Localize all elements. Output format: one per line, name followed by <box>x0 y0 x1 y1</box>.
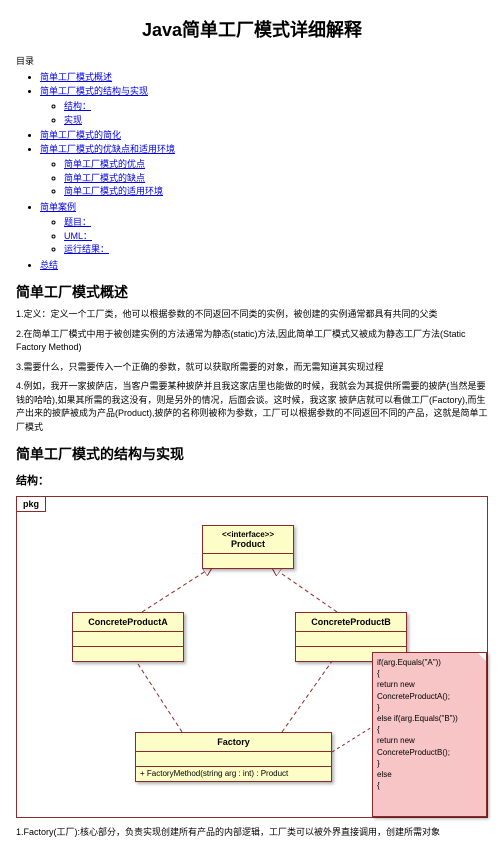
uml-method: + FactoryMethod(string arg : int) : Prod… <box>136 767 331 781</box>
note-line: return new <box>377 679 482 690</box>
uml-note: if(arg.Equals("A")) { return new Concret… <box>372 652 487 817</box>
section-1-title: 简单工厂模式概述 <box>16 282 488 302</box>
note-line: return new <box>377 735 482 746</box>
uml-product: <<interface>> Product <box>202 525 294 569</box>
toc-link[interactable]: 运行结果： <box>64 244 109 254</box>
uml-class-name: Factory <box>136 733 331 752</box>
paragraph: 3.需要什么，只需要传入一个正确的参数，就可以获取所需要的对象，而无需知道其实现… <box>16 361 488 375</box>
paragraph: 2.在简单工厂模式中用于被创建实例的方法通常为静态(static)方法,因此简单… <box>16 328 488 355</box>
section-2-title: 简单工厂模式的结构与实现 <box>16 444 488 464</box>
toc-link[interactable]: 结构： <box>64 101 91 111</box>
paragraph: 4.例如，我开一家披萨店，当客户需要某种披萨并且我这家店里也能做的时候，我就会为… <box>16 380 488 434</box>
note-line: } <box>377 758 482 769</box>
toc-link[interactable]: 实现 <box>64 115 82 125</box>
page-title: Java简单工厂模式详细解释 <box>16 16 488 42</box>
note-line: { <box>377 724 482 735</box>
toc-link[interactable]: 简单工厂模式的优点 <box>64 159 145 169</box>
toc-link[interactable]: 简单案例 <box>40 202 76 212</box>
uml-diagram: pkg <<interface>> Product ConcreteProdu <box>16 496 488 818</box>
toc-list: 简单工厂模式概述 简单工厂模式的结构与实现 结构： 实现 简单工厂模式的简化 简… <box>16 71 488 272</box>
toc-link[interactable]: 简单工厂模式的简化 <box>40 130 121 140</box>
note-line: else <box>377 769 482 780</box>
toc-label: 目录 <box>16 54 488 67</box>
pkg-label: pkg <box>17 497 46 512</box>
toc-link[interactable]: 题目： <box>64 217 91 227</box>
uml-class-name: ConcreteProductB <box>296 613 406 632</box>
toc-link[interactable]: 简单工厂模式的结构与实现 <box>40 86 148 96</box>
section-2-subtitle: 结构： <box>16 472 488 488</box>
toc-link[interactable]: 简单工厂模式概述 <box>40 72 112 82</box>
note-line: ConcreteProductB(); <box>377 747 482 758</box>
toc-link[interactable]: UML： <box>64 231 92 241</box>
uml-concrete-a: ConcreteProductA <box>72 612 184 662</box>
note-line: else if(arg.Equals("B")) <box>377 713 482 724</box>
paragraph: 1.定义：定义一个工厂类，他可以根据参数的不同返回不同类的实例，被创建的实例通常… <box>16 308 488 322</box>
paragraph: 1.Factory(工厂):核心部分，负责实现创建所有产品的内部逻辑，工厂类可以… <box>16 826 488 840</box>
toc-link[interactable]: 简单工厂模式的缺点 <box>64 173 145 183</box>
toc-link[interactable]: 简单工厂模式的适用环境 <box>64 186 163 196</box>
toc-link[interactable]: 总结 <box>40 260 58 270</box>
toc-link[interactable]: 简单工厂模式的优缺点和适用环境 <box>40 144 175 154</box>
uml-stereotype: <<interface>> <box>207 530 289 539</box>
uml-class-name: Product <box>207 539 289 549</box>
uml-factory: Factory + FactoryMethod(string arg : int… <box>135 732 332 782</box>
note-line: { <box>377 780 482 791</box>
note-line: ConcreteProductA(); <box>377 691 482 702</box>
note-line: if(arg.Equals("A")) <box>377 657 482 668</box>
uml-class-name: ConcreteProductA <box>73 613 183 632</box>
note-line: } <box>377 702 482 713</box>
note-line: { <box>377 668 482 679</box>
